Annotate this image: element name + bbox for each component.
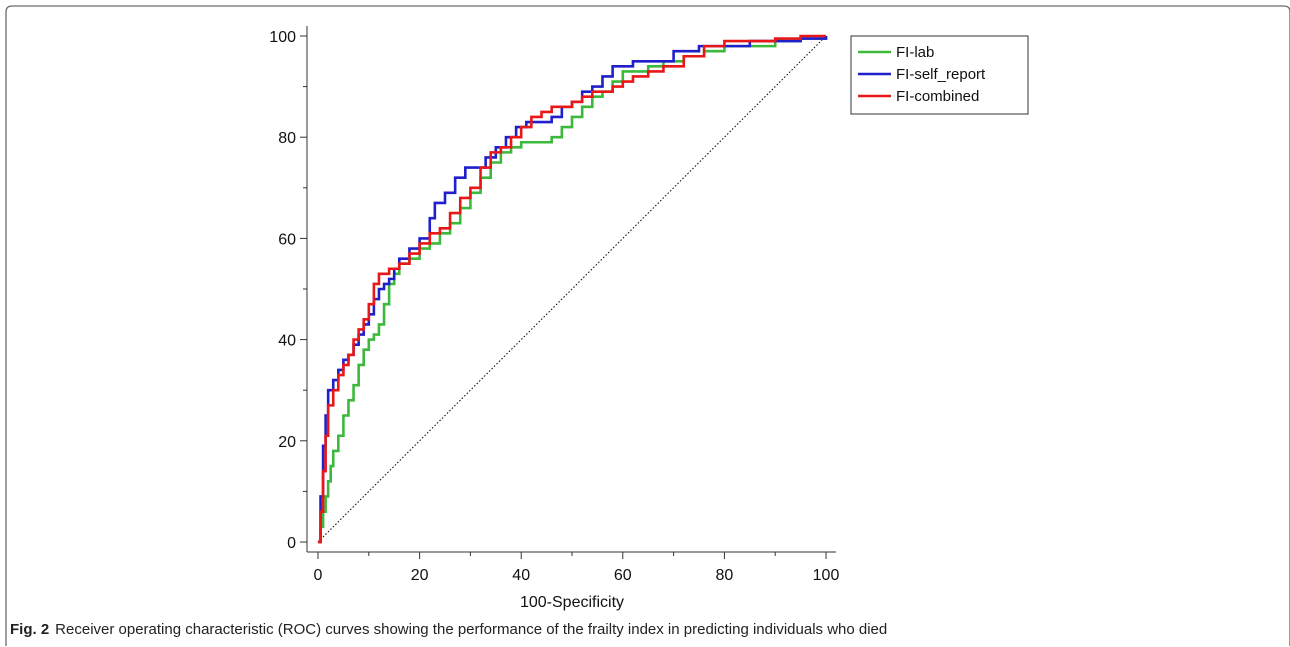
legend-label: FI-self_report <box>896 66 986 83</box>
figure-label: Fig. 2 <box>10 621 50 638</box>
y-tick-label: 100 <box>269 29 296 46</box>
y-tick-label: 60 <box>278 231 296 248</box>
y-tick-label: 80 <box>278 130 296 147</box>
x-tick-label: 40 <box>512 567 530 584</box>
x-axis-title: 100-Specificity <box>520 594 624 611</box>
series-line-fi-lab <box>318 36 828 544</box>
legend-label: FI-combined <box>896 88 979 105</box>
y-tick-label: 0 <box>287 535 296 552</box>
figure-caption: Fig. 2 Receiver operating characteristic … <box>10 621 1280 638</box>
y-tick-label: 20 <box>278 434 296 451</box>
x-tick-label: 20 <box>411 567 429 584</box>
y-tick-label: 40 <box>278 333 296 350</box>
series-lines <box>318 34 828 544</box>
caption-text: Receiver operating characteristic (ROC) … <box>55 621 888 638</box>
x-tick-label: 80 <box>716 567 734 584</box>
x-tick-label: 100 <box>813 567 840 584</box>
legend-label: FI-lab <box>896 44 934 61</box>
chart-axes: 0 20 40 60 80 100 0 20 40 60 80 100 <box>269 26 839 584</box>
x-tick-label: 60 <box>614 567 632 584</box>
chance-reference-line <box>317 35 827 543</box>
reference-diagonal <box>317 35 827 543</box>
x-tick-label: 0 <box>314 567 323 584</box>
legend: FI-lab FI-self_report FI-combined <box>850 35 1029 115</box>
series-line-fi-combined <box>318 34 826 544</box>
